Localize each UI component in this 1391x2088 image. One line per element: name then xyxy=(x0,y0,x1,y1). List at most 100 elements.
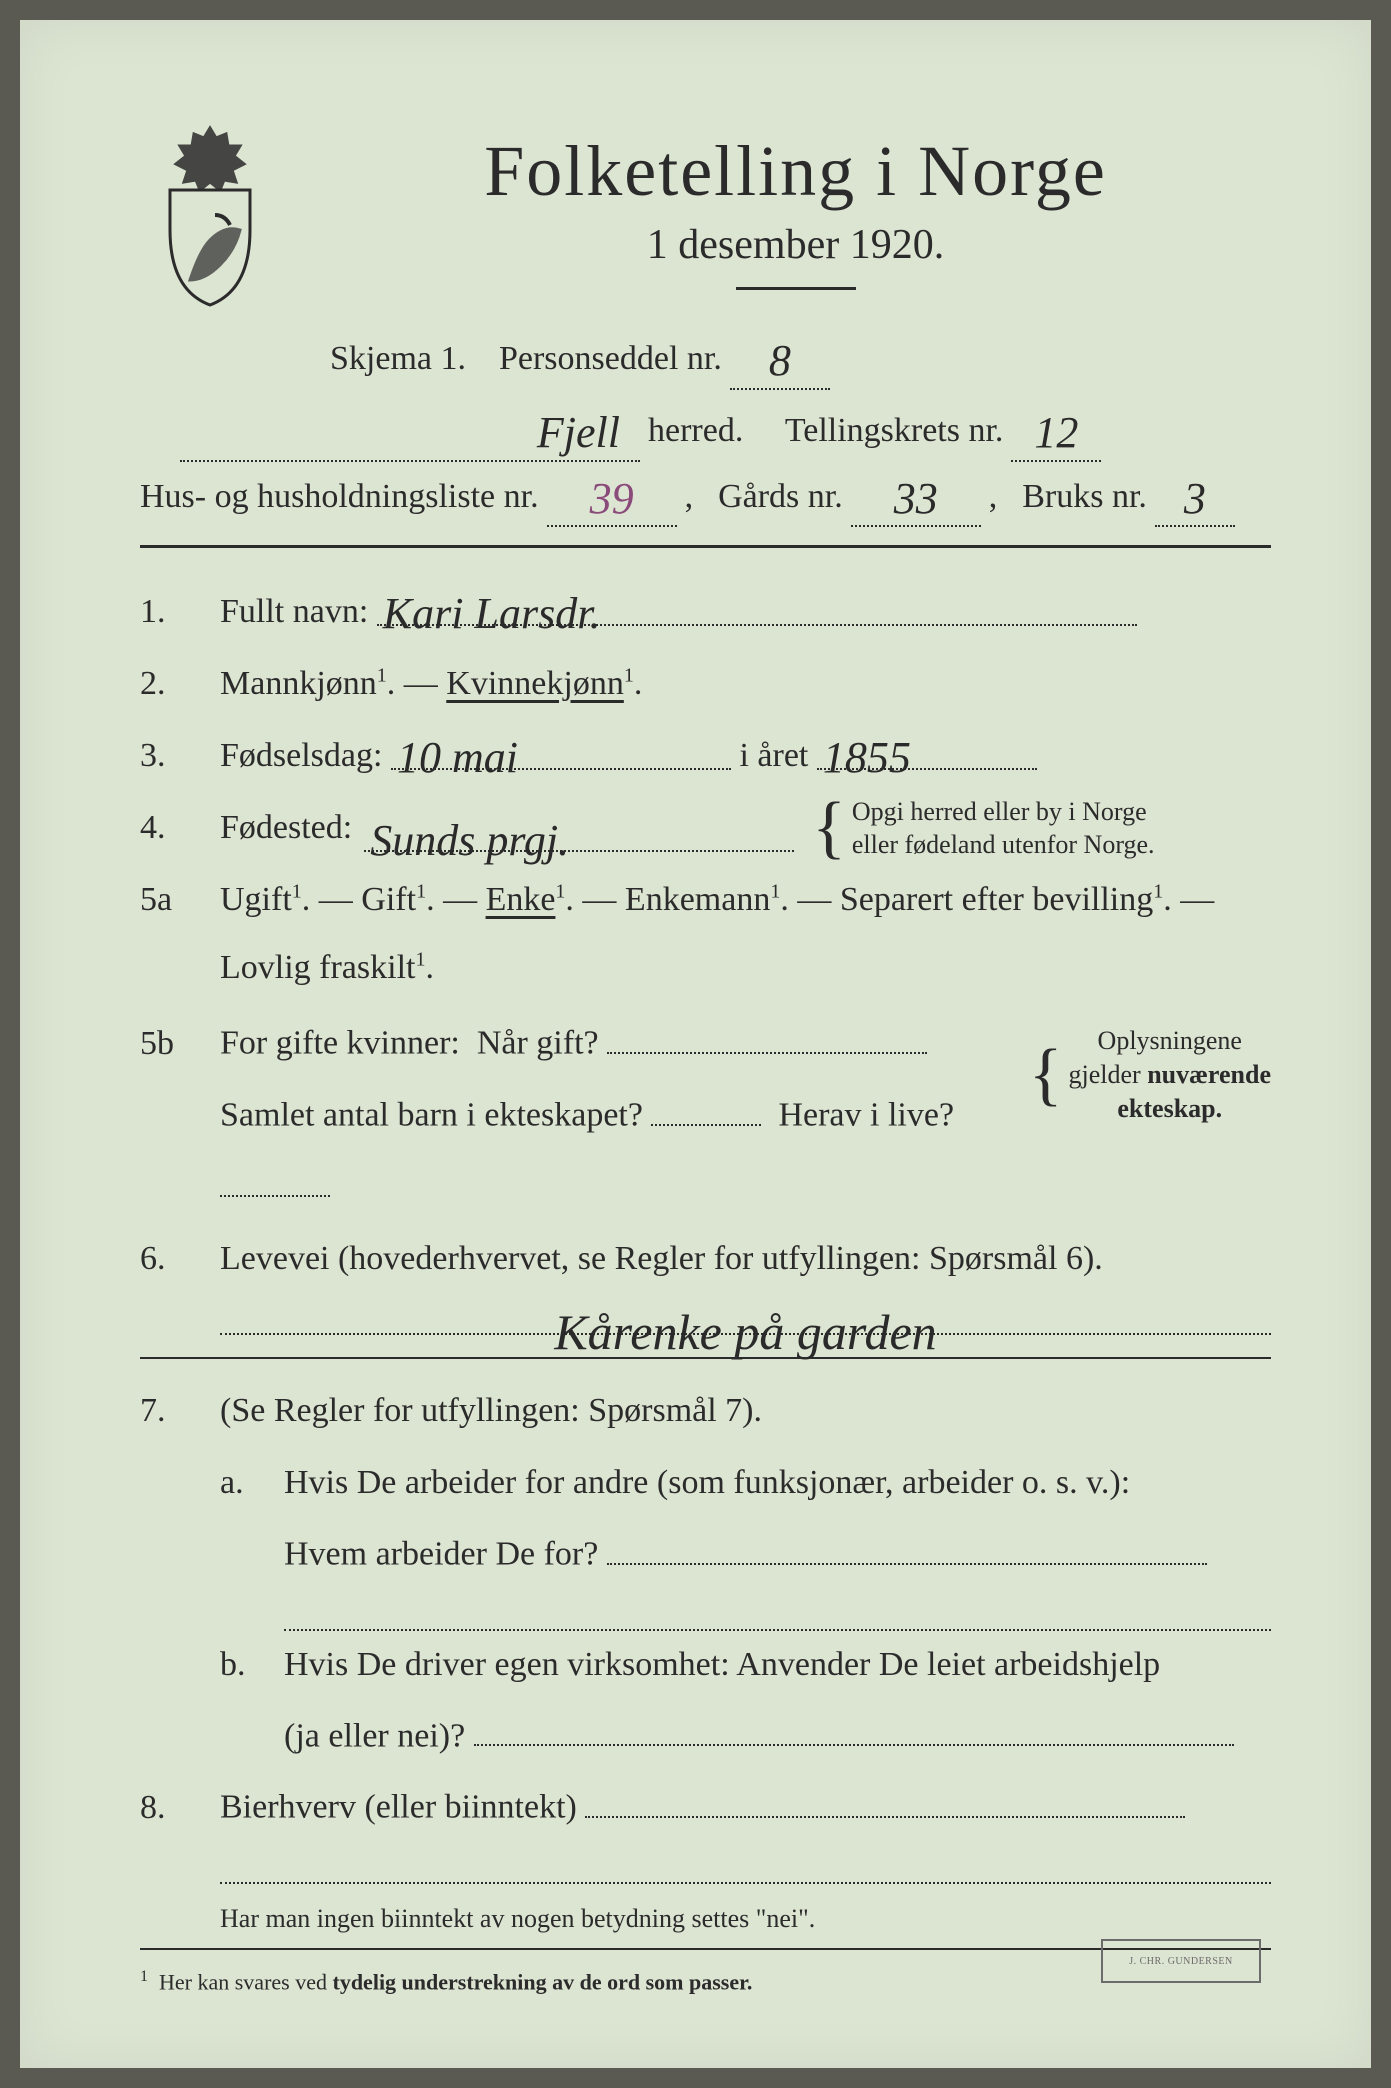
husliste-line: Hus- og husholdningsliste nr. 39, Gårds … xyxy=(140,468,1271,528)
q3-mid: i året xyxy=(739,737,808,774)
q7a-letter: a. xyxy=(220,1449,260,1631)
q5b-label-c: Samlet antal barn i ekteskapet? xyxy=(220,1097,643,1134)
occupation-field: Kårenke på garden xyxy=(220,1299,1271,1335)
q5a-lovlig: Lovlig fraskilt xyxy=(220,949,415,986)
q5a-separert: Separert efter bevilling xyxy=(840,881,1153,918)
gard-value: 33 xyxy=(894,474,938,523)
q1-num: 1. xyxy=(140,578,196,646)
header-rule xyxy=(140,545,1271,548)
secondary-occ-field-2 xyxy=(220,1848,1271,1884)
birthplace-value: Sunds prgj. xyxy=(370,816,569,865)
question-3: 3. Fødselsdag: 10 mai i året 1855 xyxy=(140,722,1271,790)
q4-note-b: eller fødeland utenfor Norge. xyxy=(852,830,1155,859)
q2-female: Kvinnekjønn xyxy=(446,665,624,702)
q5a-num: 5a xyxy=(140,866,196,934)
q5b-label-b: Når gift? xyxy=(477,1025,599,1062)
stamp-text: J. CHR. GUNDERSEN xyxy=(1129,1956,1233,1967)
census-form-page: Folketelling i Norge 1 desember 1920. Sk… xyxy=(20,20,1371,2068)
q5b-note: { Oplysningene gjelder nuværende ekteska… xyxy=(1023,1024,1271,1125)
question-7a: a. Hvis De arbeider for andre (som funks… xyxy=(220,1449,1271,1631)
q4-note-a: Opgi herred eller by i Norge xyxy=(852,797,1147,826)
q7b-letter: b. xyxy=(220,1631,260,1771)
q5b-num: 5b xyxy=(140,1010,196,1078)
title-block: Folketelling i Norge 1 desember 1920. xyxy=(320,130,1271,320)
q5a-enke: Enke xyxy=(486,881,556,918)
husliste-label: Hus- og husholdningsliste nr. xyxy=(140,468,539,526)
question-1: 1. Fullt navn: Kari Larsdr. xyxy=(140,578,1271,646)
occupation-value: Kårenke på garden xyxy=(554,1304,936,1360)
herred-field: Fjell xyxy=(180,402,640,462)
brace-icon: { xyxy=(1029,1054,1063,1096)
bruk-value: 3 xyxy=(1184,474,1206,523)
employer-field xyxy=(607,1517,1207,1565)
q2-male: Mannkjønn xyxy=(220,665,377,702)
q7a-line1: Hvis De arbeider for andre (som funksjon… xyxy=(284,1464,1130,1501)
skjema-label-b: Personseddel nr. xyxy=(499,330,722,388)
q2-sup1: 1 xyxy=(377,665,387,687)
q7b-line2: (ja eller nei)? xyxy=(284,1717,465,1754)
q3-num: 3. xyxy=(140,722,196,790)
skjema-label-a: Skjema 1. xyxy=(330,330,466,388)
q5b-note-b: gjelder nuværende xyxy=(1069,1060,1271,1089)
husliste-value: 39 xyxy=(590,474,634,523)
husliste-field: 39 xyxy=(547,468,677,528)
question-6: 6. Levevei (hovederhvervet, se Regler fo… xyxy=(140,1225,1271,1335)
birthyear-field: 1855 xyxy=(817,722,1037,770)
children-alive-field xyxy=(220,1150,330,1198)
secondary-occ-field xyxy=(585,1770,1185,1818)
question-4: 4. Fødested: Sunds prgj. { Opgi herred e… xyxy=(140,794,1271,862)
fullname-field: Kari Larsdr. xyxy=(377,578,1137,626)
gard-field: 33 xyxy=(851,468,981,528)
question-2: 2. Mannkjønn1. — Kvinnekjønn1. xyxy=(140,650,1271,718)
skjema-line: Skjema 1. Personseddel nr. 8 xyxy=(330,330,1271,390)
bruk-field: 3 xyxy=(1155,468,1235,528)
page-title: Folketelling i Norge xyxy=(320,130,1271,213)
fullname-value: Kari Larsdr. xyxy=(383,589,601,638)
q2-num: 2. xyxy=(140,650,196,718)
q2-sup2: 1 xyxy=(624,665,634,687)
tellingskrets-label: Tellingskrets nr. xyxy=(785,402,1004,460)
q1-label: Fullt navn: xyxy=(220,593,368,630)
birthplace-field: Sunds prgj. xyxy=(364,805,794,853)
hired-help-field xyxy=(474,1699,1234,1747)
personseddel-nr-field: 8 xyxy=(730,330,830,390)
birthday-value: 10 mai xyxy=(397,733,518,782)
q8-label: Bierhverv (eller biinntekt) xyxy=(220,1789,577,1826)
coat-of-arms-icon xyxy=(140,120,280,310)
herred-line: Fjell herred. Tellingskrets nr. 12 xyxy=(180,402,1271,462)
brace-icon: { xyxy=(812,807,846,849)
q7b-line1: Hvis De driver egen virksomhet: Anvender… xyxy=(284,1646,1160,1683)
q7-num: 7. xyxy=(140,1377,196,1445)
q3-label: Fødselsdag: xyxy=(220,737,382,774)
q5b-label-a: For gifte kvinner: xyxy=(220,1025,460,1062)
bruk-label: Bruks nr. xyxy=(1022,468,1147,526)
personseddel-nr-value: 8 xyxy=(769,336,791,385)
question-7: 7. (Se Regler for utfyllingen: Spørsmål … xyxy=(140,1377,1271,1445)
q5a-gift: Gift xyxy=(361,881,416,918)
footnote-text: Her kan svares ved tydelig understreknin… xyxy=(159,1969,752,1994)
header: Folketelling i Norge 1 desember 1920. xyxy=(140,130,1271,320)
q5b-note-c: ekteskap. xyxy=(1117,1094,1222,1123)
page-subtitle: 1 desember 1920. xyxy=(320,221,1271,269)
tellingskrets-value: 12 xyxy=(1034,408,1078,457)
q4-label: Fødested: xyxy=(220,794,352,862)
dash: — xyxy=(404,665,447,702)
q5b-note-a: Oplysningene xyxy=(1098,1026,1242,1055)
title-rule xyxy=(736,287,856,290)
question-5a: 5a Ugift1. — Gift1. — Enke1. — Enkemann1… xyxy=(140,866,1271,1002)
q7a-line2: Hvem arbeider De for? xyxy=(284,1536,598,1573)
q6-num: 6. xyxy=(140,1225,196,1293)
question-7b: b. Hvis De driver egen virksomhet: Anven… xyxy=(220,1631,1271,1771)
employer-field-2 xyxy=(284,1595,1271,1631)
q5b-label-d: Herav i live? xyxy=(778,1097,954,1134)
married-when-field xyxy=(607,1006,927,1054)
q5a-enkemann: Enkemann xyxy=(625,881,770,918)
q6-label: Levevei (hovederhvervet, se Regler for u… xyxy=(220,1240,1103,1277)
q5a-ugift: Ugift xyxy=(220,881,292,918)
gard-label: Gårds nr. xyxy=(718,468,843,526)
q7-label: (Se Regler for utfyllingen: Spørsmål 7). xyxy=(220,1392,762,1429)
question-5b: 5b For gifte kvinner: Når gift? Samlet a… xyxy=(140,1006,1271,1221)
birthyear-value: 1855 xyxy=(823,733,911,782)
children-total-field xyxy=(651,1078,761,1126)
q4-note: { Opgi herred eller by i Norge eller fød… xyxy=(806,795,1154,863)
